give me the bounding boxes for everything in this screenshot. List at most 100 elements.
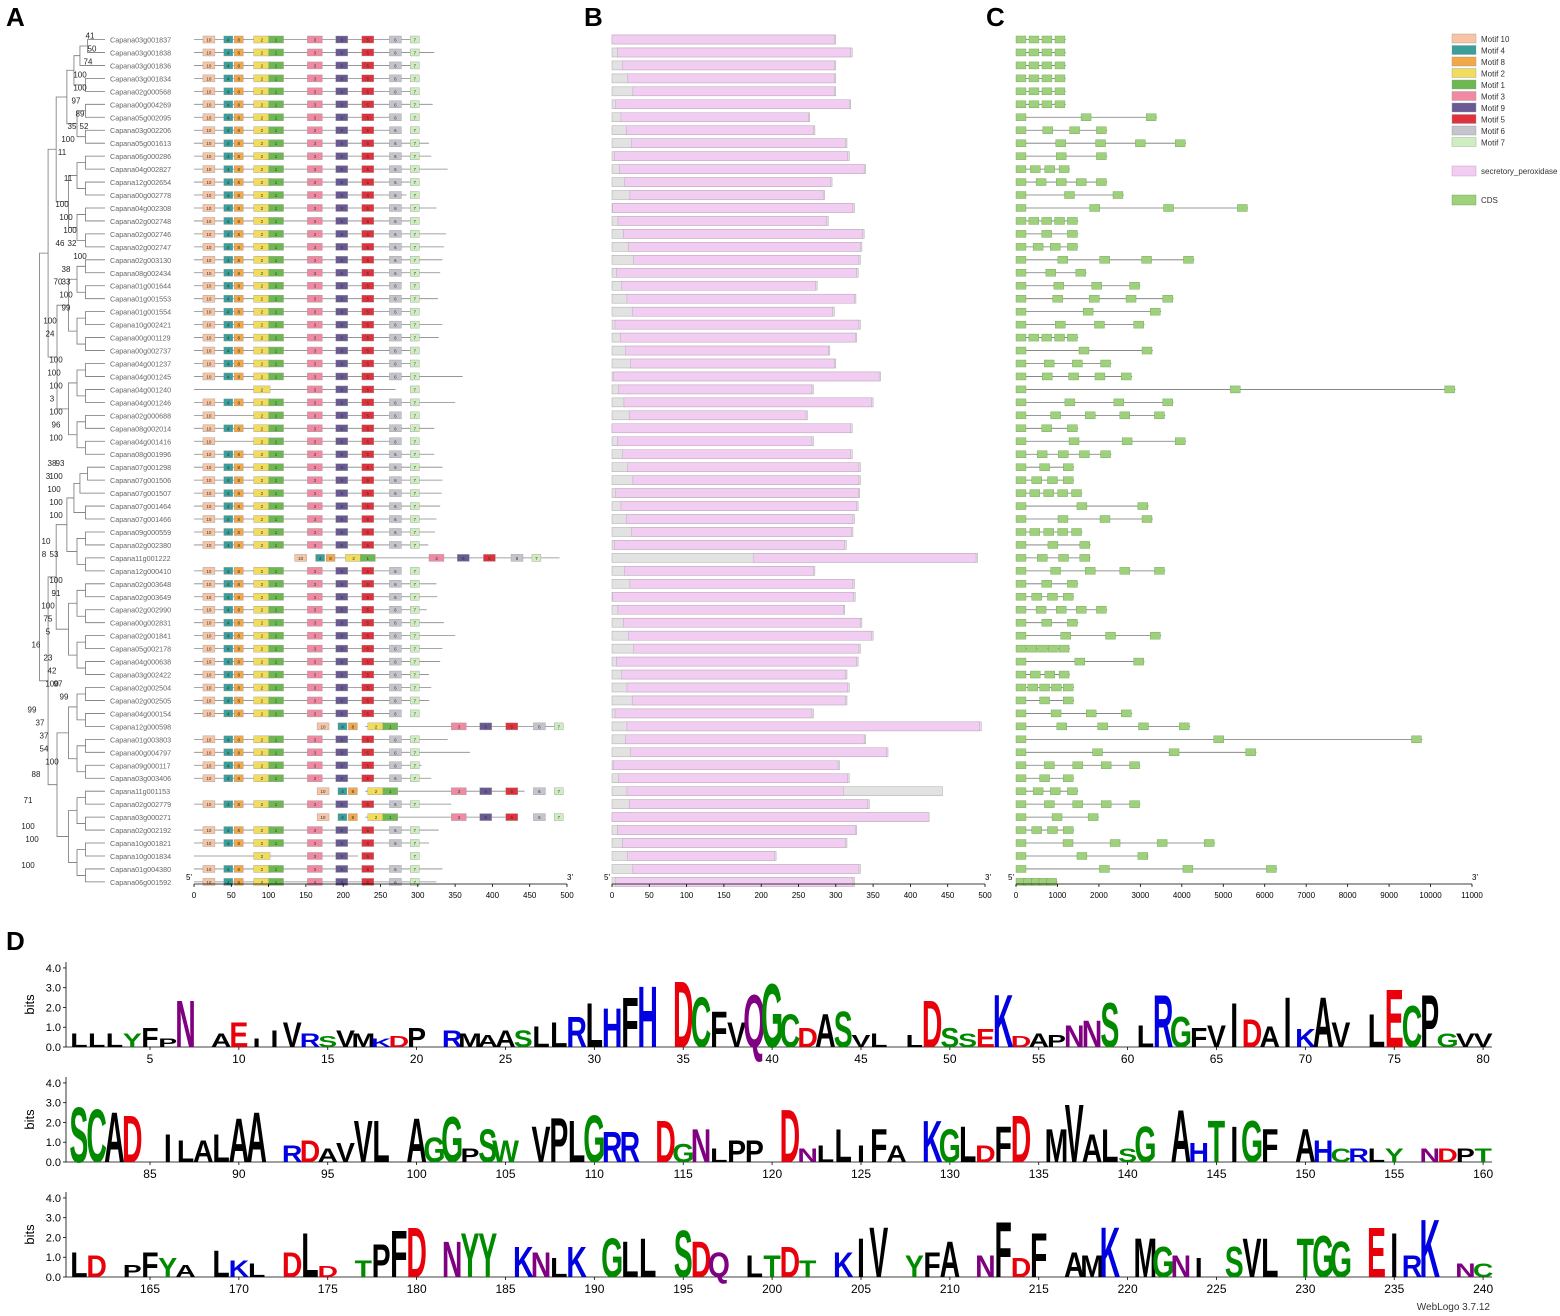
logo-letter: D — [1242, 1013, 1263, 1057]
motif-number: 7 — [414, 206, 417, 211]
motif-number: 7 — [414, 686, 417, 691]
logo-x-tick-label: 30 — [588, 1052, 602, 1066]
motif-number: 4 — [227, 245, 230, 250]
cds-exon — [1063, 696, 1074, 705]
cds-exon — [1067, 787, 1078, 795]
motif-box — [223, 606, 233, 614]
motif-box — [268, 606, 284, 614]
logo-letter: D — [691, 1230, 712, 1288]
motif-number: 1 — [275, 543, 278, 548]
tree-branch — [66, 497, 77, 552]
motif-number: 10 — [206, 465, 212, 470]
logo-letter: G — [761, 966, 783, 1067]
peroxidase-domain — [627, 462, 860, 472]
cds-exon — [1015, 800, 1027, 808]
motif-box — [307, 878, 323, 886]
motif-box — [202, 126, 216, 134]
motif-number: 7 — [414, 673, 417, 678]
motif-box — [307, 463, 323, 471]
logo-letter: L — [532, 1021, 549, 1054]
motif-number: 2 — [261, 828, 264, 833]
motif-number: 10 — [206, 634, 212, 639]
motif-box — [348, 722, 358, 731]
motif-number: 5 — [367, 336, 370, 341]
logo-letter: A — [175, 1262, 196, 1282]
logo-letter: V — [869, 1214, 888, 1293]
motif-box — [335, 593, 348, 601]
motif-box — [361, 644, 374, 653]
logo-letter: S — [1100, 992, 1119, 1062]
logo-letter: R — [282, 1140, 303, 1167]
tree-branch — [85, 363, 105, 377]
motif-box — [361, 489, 374, 497]
motif-box — [389, 528, 402, 536]
motif-box — [361, 165, 374, 173]
motif-number: 5 — [367, 491, 370, 496]
motif-box — [234, 644, 244, 653]
c-tick-label: 4000 — [1173, 891, 1191, 900]
motif-number: 4 — [227, 867, 230, 872]
motif-box — [268, 580, 284, 588]
peroxidase-domain — [613, 371, 880, 382]
logo-x-tick-label: 90 — [232, 1167, 246, 1181]
cds-exon — [1057, 515, 1069, 523]
motif-number: 5 — [367, 297, 370, 302]
logo-letter: A — [246, 1099, 267, 1178]
motif-box — [234, 670, 244, 679]
cds-exon — [1050, 243, 1061, 251]
motif-number: 2 — [261, 439, 264, 444]
logo-letter: D — [655, 1108, 676, 1174]
motif-number: 6 — [394, 102, 397, 107]
logo-letter: F — [1261, 1121, 1278, 1173]
peroxidase-domain — [624, 566, 814, 576]
motif-box — [335, 502, 348, 510]
motif-number: 5 — [367, 219, 370, 224]
motif-box — [234, 230, 244, 238]
bootstrap-value: 33 — [62, 278, 71, 287]
cds-exon — [1050, 411, 1061, 420]
motif-number: 9 — [340, 206, 343, 211]
peroxidase-domain — [625, 734, 865, 745]
logo-letter: R — [602, 1123, 623, 1172]
motif-number: 5 — [367, 750, 370, 755]
cds-exon — [1041, 48, 1053, 57]
gene-label: Capana08g002014 — [110, 424, 171, 433]
legend-label: Motif 3 — [1481, 93, 1506, 102]
motif-number: 9 — [340, 737, 343, 742]
b-tick-label: 100 — [680, 891, 694, 900]
motif-number: 2 — [261, 491, 264, 496]
logo-letter: N — [442, 1230, 463, 1288]
cds-exon — [1028, 74, 1040, 83]
c-tick-label: 5000 — [1214, 891, 1232, 900]
motif-number: 6 — [394, 180, 397, 185]
motif-number: 9 — [340, 167, 343, 172]
motif-box — [335, 748, 348, 756]
cds-exon — [1162, 295, 1173, 303]
motif-number: 7 — [414, 880, 417, 885]
logo-letter: R — [1153, 981, 1174, 1064]
bootstrap-value: 100 — [49, 576, 63, 585]
motif-box — [268, 515, 284, 523]
logo-letter: E — [1367, 1214, 1386, 1293]
logo-letter: F — [995, 1115, 1012, 1173]
motif-number: 2 — [261, 660, 264, 665]
motif-number: 9 — [340, 517, 343, 522]
motif-box — [268, 100, 284, 109]
gene-label: Capana03g001836 — [110, 61, 171, 70]
motif-number: 4 — [227, 763, 230, 768]
motif-number: 3 — [314, 193, 317, 198]
bootstrap-value: 93 — [56, 459, 65, 468]
motif-number: 6 — [394, 737, 397, 742]
cds-exon — [1089, 295, 1100, 303]
logo-x-tick-label: 115 — [674, 1167, 693, 1181]
gene-label: Capana02g003648 — [110, 580, 171, 589]
motif-box — [410, 515, 420, 523]
motif-number: 10 — [206, 711, 212, 716]
motif-number: 4 — [227, 569, 230, 574]
motif-box — [361, 683, 374, 692]
legend-label: Motif 2 — [1481, 70, 1506, 79]
motif-box — [389, 126, 402, 134]
bootstrap-value: 91 — [52, 589, 61, 598]
motif-number: 8 — [238, 89, 241, 94]
